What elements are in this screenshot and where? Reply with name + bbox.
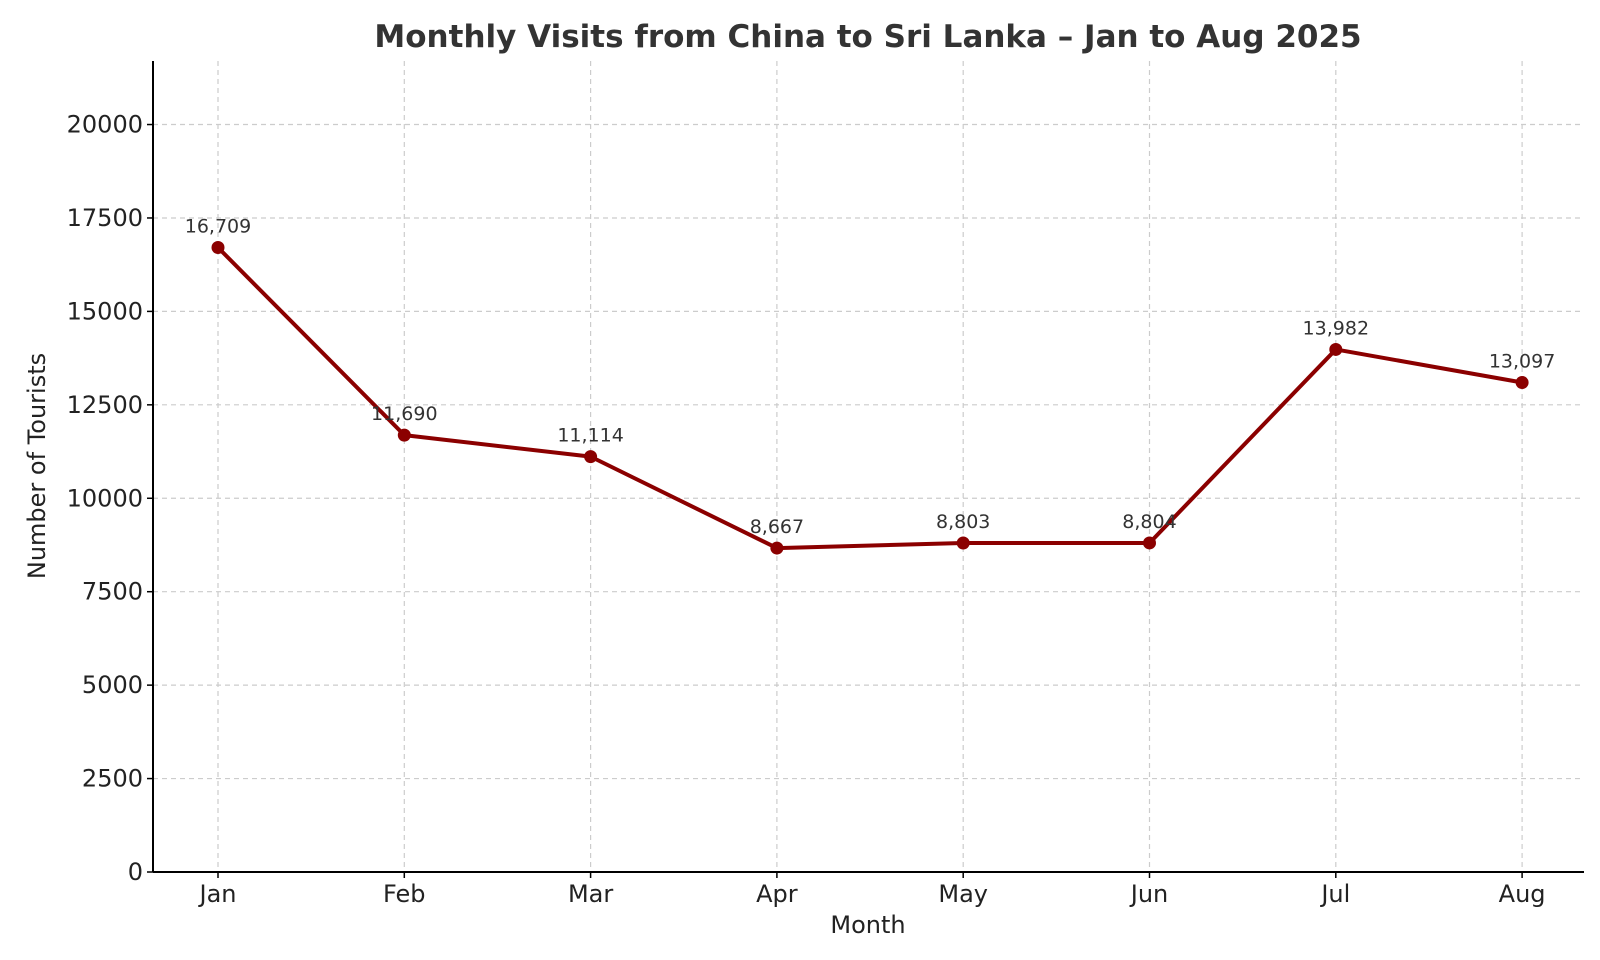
y-tick-label: 2500 xyxy=(82,765,143,793)
data-point xyxy=(1329,342,1343,356)
x-tick-label: Jun xyxy=(1129,880,1169,908)
data-point xyxy=(1143,536,1156,550)
data-point xyxy=(770,541,784,555)
x-tick-label: Apr xyxy=(756,880,798,908)
data-label: 11,114 xyxy=(557,425,623,447)
y-ticks: 0 2500 5000 7500 10000 12500 15000 17500 20000 xyxy=(67,111,153,886)
axes xyxy=(152,61,1584,873)
y-tick-label: 12500 xyxy=(67,391,143,419)
data-point xyxy=(584,450,598,464)
data-point xyxy=(956,536,970,550)
y-tick-label: 17500 xyxy=(67,204,143,232)
data-label: 13,982 xyxy=(1303,317,1369,339)
y-tick-label: 20000 xyxy=(67,111,143,139)
x-ticks: Jan Feb Mar Apr May Jun Jul Aug xyxy=(198,872,1546,908)
grid xyxy=(153,61,1584,872)
data-label: 8,804 xyxy=(1122,511,1176,533)
y-axis-label: Number of Tourists xyxy=(23,353,51,579)
x-tick-label: Mar xyxy=(568,880,613,908)
y-tick-label: 7500 xyxy=(82,578,143,606)
x-tick-label: Jan xyxy=(198,880,237,908)
data-label: 8,803 xyxy=(936,511,990,533)
data-label: 11,690 xyxy=(371,403,437,425)
x-tick-label: Jul xyxy=(1319,880,1350,908)
data-point xyxy=(1515,376,1529,390)
data-point xyxy=(211,241,225,255)
data-labels: 16,709 11,690 11,114 8,667 8,803 8,804 13,982 1… xyxy=(185,216,1556,539)
y-tick-label: 15000 xyxy=(67,297,143,325)
data-label: 13,097 xyxy=(1489,351,1555,373)
data-label: 16,709 xyxy=(185,216,251,238)
x-tick-label: May xyxy=(938,880,988,908)
x-tick-label: Aug xyxy=(1499,880,1546,908)
x-tick-label: Feb xyxy=(383,880,426,908)
series-line xyxy=(216,245,1525,551)
x-axis-label: Month xyxy=(830,911,905,939)
y-tick-label: 5000 xyxy=(82,671,143,699)
chart-title: Monthly Visits from China to Sri Lanka –… xyxy=(374,19,1361,55)
data-point xyxy=(397,428,411,442)
data-label: 8,667 xyxy=(750,516,804,538)
y-tick-label: 0 xyxy=(128,858,143,886)
y-tick-label: 10000 xyxy=(67,484,143,512)
series xyxy=(211,241,1529,555)
